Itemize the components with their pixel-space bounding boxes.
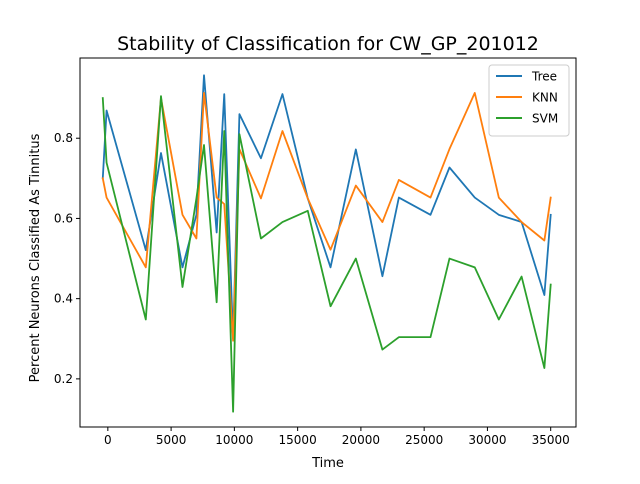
series-line-svm	[101, 95, 552, 413]
x-tick-label: 35000	[532, 433, 570, 447]
legend-label-knn: KNN	[532, 91, 558, 105]
legend: Tree KNN SVM	[488, 64, 570, 137]
x-tick-label: 10000	[215, 433, 253, 447]
x-tick-label: 5000	[156, 433, 187, 447]
axes-frame	[79, 57, 577, 428]
legend-label-svm: SVM	[532, 112, 558, 126]
plot-area: 0 5000 10000 15000 20000 25000 30000 35000 0.2 0.…	[54, 57, 577, 447]
x-tick-label: 0	[104, 433, 112, 447]
x-tick-label: 20000	[342, 433, 380, 447]
legend-label-tree: Tree	[531, 70, 557, 84]
y-tick-label: 0.2	[54, 372, 73, 386]
chart-title: Stability of Classification for CW_GP_20…	[117, 33, 539, 55]
y-tick-label: 0.6	[54, 211, 73, 225]
x-tick-label: 25000	[405, 433, 443, 447]
y-axis-label: Percent Neurons Classified As Tinnitus	[28, 133, 43, 382]
x-tick-label: 15000	[279, 433, 317, 447]
x-axis-label: Time	[311, 456, 344, 471]
y-tick-label: 0.4	[54, 292, 73, 306]
series-line-knn	[101, 91, 552, 342]
y-tick-label: 0.8	[54, 131, 73, 145]
x-tick-label: 30000	[468, 433, 506, 447]
series-line-tree	[101, 74, 552, 340]
